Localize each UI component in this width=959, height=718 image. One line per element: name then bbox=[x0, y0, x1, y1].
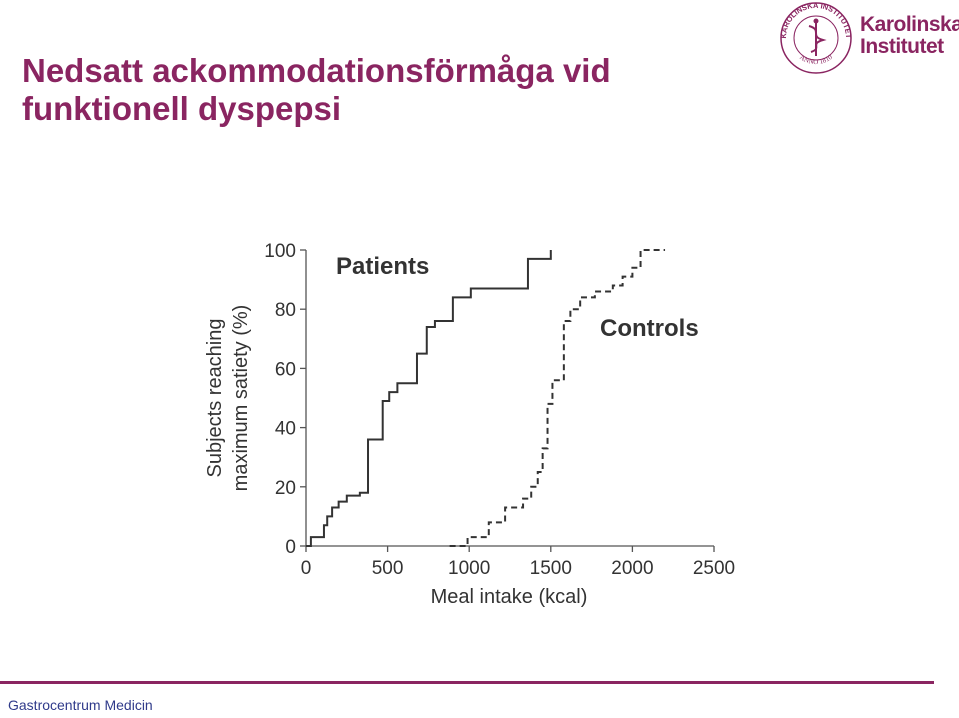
seal-year: ANNO 1810 bbox=[798, 53, 834, 66]
y-axis-label-line-2: maximum satiety (%) bbox=[230, 305, 252, 492]
x-tick-label: 2000 bbox=[611, 558, 653, 579]
y-tick-label: 40 bbox=[275, 419, 296, 440]
y-tick-label: 20 bbox=[275, 478, 296, 499]
slide-title-line-1: Nedsatt ackommodationsförmåga vid bbox=[22, 52, 611, 89]
karolinska-logo: KAROLINSKA INSTITUTET ANNO 1810 Karolins… bbox=[778, 0, 959, 76]
series-controls-label: Controls bbox=[600, 315, 699, 342]
series-patients-label: Patients bbox=[336, 253, 429, 280]
satiety-step-chart: 0 20 40 60 80 100 0 500 1000 1500 2000 2500 Patien… bbox=[204, 241, 735, 608]
series-controls-line bbox=[449, 249, 666, 547]
x-tick-label: 1000 bbox=[448, 558, 490, 579]
x-tick-label: 2500 bbox=[693, 558, 735, 579]
labels-layer: Patients Controls bbox=[336, 253, 699, 342]
slide-title: Nedsatt ackommodationsförmåga vid funkti… bbox=[22, 52, 611, 128]
slide-title-line-2: funktionell dyspepsi bbox=[22, 90, 342, 127]
logo-name-line-2: Institutet bbox=[860, 35, 944, 58]
x-axis: 0 500 1000 1500 2000 2500 bbox=[301, 545, 735, 579]
footer-divider bbox=[0, 681, 934, 684]
x-axis-label: Meal intake (kcal) bbox=[431, 586, 588, 608]
series-patients-line bbox=[306, 250, 552, 547]
x-tick-label: 1500 bbox=[530, 558, 572, 579]
y-axis-label: Subjects reaching maximum satiety (%) bbox=[204, 305, 252, 492]
y-tick-label: 0 bbox=[285, 537, 296, 558]
y-tick-label: 100 bbox=[264, 241, 296, 262]
y-axis: 0 20 40 60 80 100 bbox=[264, 241, 307, 558]
x-tick-label: 0 bbox=[301, 558, 312, 579]
y-axis-label-line-1: Subjects reaching bbox=[204, 319, 226, 478]
series-layer bbox=[306, 249, 666, 547]
logo-wordmark: Karolinska Institutet bbox=[860, 14, 959, 58]
logo-name-line-1: Karolinska bbox=[860, 13, 959, 36]
svg-text:ANNO 1810: ANNO 1810 bbox=[798, 53, 834, 66]
y-tick-label: 80 bbox=[275, 300, 296, 321]
seal-icon: KAROLINSKA INSTITUTET ANNO 1810 bbox=[779, 1, 853, 74]
x-tick-label: 500 bbox=[372, 558, 404, 579]
y-tick-label: 60 bbox=[275, 359, 296, 380]
footer-text: Gastrocentrum Medicin bbox=[8, 697, 153, 713]
